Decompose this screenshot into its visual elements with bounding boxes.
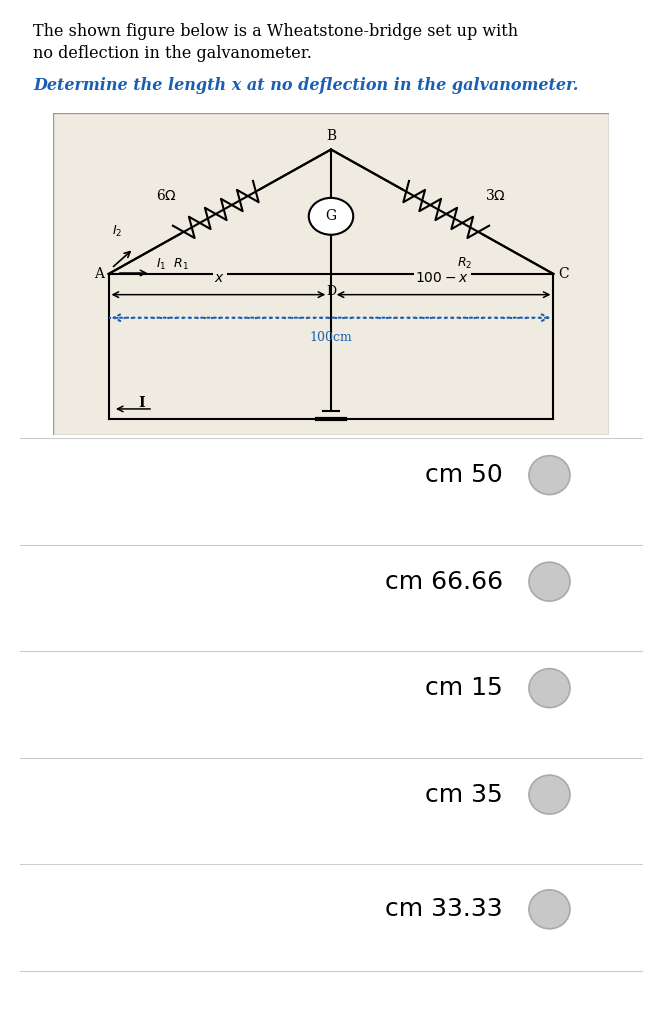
Text: D: D <box>326 286 336 298</box>
Text: C: C <box>558 267 569 281</box>
Text: 100cm: 100cm <box>310 331 352 344</box>
Text: The shown figure below is a Wheatstone-bridge set up with
no deflection in the g: The shown figure below is a Wheatstone-b… <box>33 23 518 61</box>
Text: G: G <box>326 209 336 223</box>
Text: cm 15: cm 15 <box>426 676 503 700</box>
Text: $I_2$: $I_2$ <box>112 224 122 239</box>
Text: 6$\Omega$: 6$\Omega$ <box>156 188 177 203</box>
Text: cm 50: cm 50 <box>426 463 503 487</box>
Ellipse shape <box>529 669 570 708</box>
Text: B: B <box>326 129 336 142</box>
Text: cm 66.66: cm 66.66 <box>385 569 503 594</box>
Text: $x$: $x$ <box>214 270 225 285</box>
Circle shape <box>308 198 354 234</box>
Ellipse shape <box>529 890 570 929</box>
Text: $I_1$  $R_1$: $I_1$ $R_1$ <box>156 257 189 272</box>
Text: A: A <box>94 267 104 281</box>
Ellipse shape <box>529 775 570 814</box>
Ellipse shape <box>529 562 570 601</box>
Text: cm 33.33: cm 33.33 <box>385 897 503 922</box>
Text: 3$\Omega$: 3$\Omega$ <box>485 188 506 203</box>
Text: I: I <box>138 396 145 410</box>
Text: $100 - x$: $100 - x$ <box>415 270 469 285</box>
Ellipse shape <box>529 456 570 495</box>
Text: $R_2$: $R_2$ <box>457 256 472 271</box>
Text: Determine the length x at no deflection in the galvanometer.: Determine the length x at no deflection … <box>33 77 579 94</box>
Text: cm 35: cm 35 <box>426 782 503 807</box>
